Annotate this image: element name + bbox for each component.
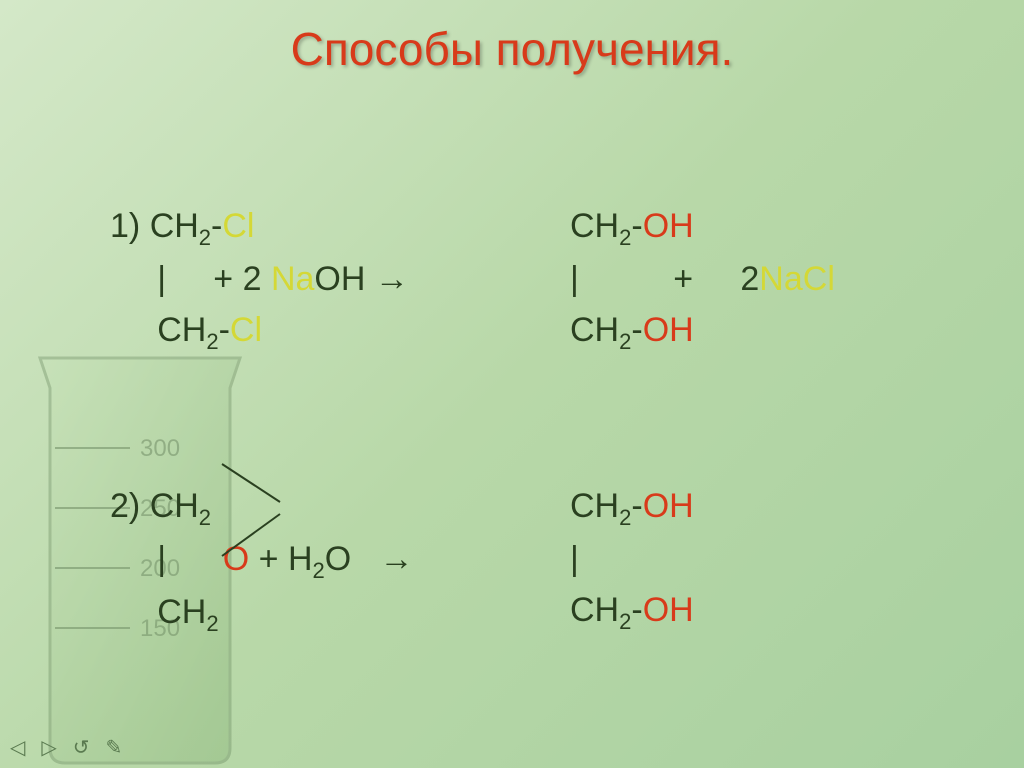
subscript-2: 2	[619, 609, 631, 634]
subscript-2: 2	[199, 505, 211, 530]
equation-2-left: 2) CH2 | O + H2O → CH2	[110, 430, 414, 639]
o-text: O	[166, 540, 249, 578]
bond-bar: |	[110, 540, 166, 578]
next-slide-button[interactable]: ▷	[41, 735, 56, 760]
equation-1-right: CH2-OH | + 2NaCl CH2-OH	[570, 150, 835, 358]
bond-bar: | + 2	[570, 260, 759, 298]
oh-text: OH	[643, 591, 694, 629]
oh-text: OH	[643, 207, 694, 245]
ch2-text: CH	[110, 311, 206, 349]
ch2-text: CH	[570, 311, 619, 349]
na-text: Na	[759, 260, 802, 298]
bond-bar: |	[570, 540, 579, 578]
ch2-text: CH	[110, 593, 206, 631]
eq1-number: 1)	[110, 207, 150, 245]
edit-button[interactable]: ✎	[106, 735, 123, 760]
ch2-text: CH	[150, 207, 199, 245]
dash: -	[211, 207, 222, 245]
subscript-2: 2	[313, 558, 325, 583]
arrow: →	[365, 260, 408, 298]
dash: -	[631, 207, 642, 245]
arrow: →	[351, 540, 413, 578]
replay-button[interactable]: ↺	[73, 735, 90, 760]
slide-title: Способы получения.	[0, 22, 1024, 76]
bond-bar: | + 2	[110, 260, 271, 298]
cl-text: Cl	[803, 260, 835, 298]
oh-text: OH	[643, 311, 694, 349]
cl-text: Cl	[230, 311, 262, 349]
dash: -	[631, 487, 642, 525]
slide: 300 250 200 150 Способы получения. 1) CH…	[0, 0, 1024, 768]
h2o-text: + H	[249, 540, 312, 578]
subscript-2: 2	[619, 505, 631, 530]
dash: -	[219, 311, 230, 349]
subscript-2: 2	[619, 225, 631, 250]
cl-text: Cl	[222, 207, 254, 245]
subscript-2: 2	[206, 610, 218, 635]
oh-text: OH	[643, 487, 694, 525]
subscript-2: 2	[619, 329, 631, 354]
ch2-text: CH	[570, 487, 619, 525]
equation-2-right: CH2-OH | CH2-OH	[570, 430, 694, 638]
subscript-2: 2	[206, 329, 218, 354]
eq2-number: 2)	[110, 487, 150, 525]
ch2-text: CH	[150, 487, 199, 525]
o-text: O	[325, 540, 351, 578]
oh-text: OH	[314, 260, 365, 298]
subscript-2: 2	[199, 225, 211, 250]
ch2-text: CH	[570, 591, 619, 629]
equation-1-left: 1) CH2-Cl | + 2 NaOH → CH2-Cl	[110, 150, 409, 358]
dash: -	[631, 311, 642, 349]
nav-controls: ◁ ▷ ↺ ✎	[10, 735, 122, 760]
na-text: Na	[271, 260, 314, 298]
dash: -	[631, 591, 642, 629]
prev-slide-button[interactable]: ◁	[10, 735, 25, 760]
ch2-text: CH	[570, 207, 619, 245]
